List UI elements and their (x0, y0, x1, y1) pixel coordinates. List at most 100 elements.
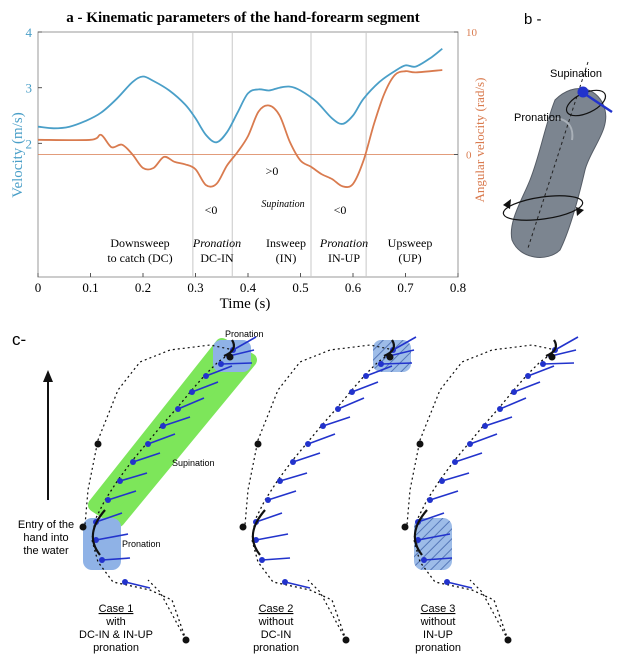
palm-vector (554, 336, 579, 351)
case-2-line1: without (258, 616, 294, 628)
supination-annotation: Supination (261, 199, 304, 210)
hand-path-case-1 (91, 349, 235, 641)
rotation-arrow-right (576, 207, 584, 216)
palm-vector (279, 472, 308, 482)
panel-c: c- Entry of the hand into the water Pron… (12, 329, 579, 654)
palm-vector (542, 362, 575, 365)
panel-b-label: b - (524, 11, 542, 28)
x-tick-label: 0.7 (397, 280, 414, 295)
x-tick-label: 0.1 (82, 280, 98, 295)
phase-inup-label-2: IN-UP (328, 251, 360, 265)
phase-dc-label-2: to catch (DC) (107, 251, 172, 265)
phase-in-label-2: (IN) (276, 251, 297, 265)
hand-position-dot (282, 579, 288, 585)
entry-curve-case-2 (251, 509, 266, 556)
palm-vector (365, 365, 393, 377)
panel-b: b - Supination Pronation (502, 11, 613, 258)
exit-curve-case-1 (223, 339, 235, 358)
palm-vector (392, 336, 417, 351)
case-1-line2: DC-IN & IN-UP (79, 629, 153, 641)
hand-position-dot (444, 579, 450, 585)
palm-vector (499, 397, 527, 410)
entry-label-2: hand into (23, 532, 68, 544)
forearm-rotation-ring (502, 195, 584, 221)
case-1-title: Case 1 (99, 603, 134, 615)
case-1-line3: pronation (93, 642, 139, 654)
hand-position-dot (218, 361, 224, 367)
hand-position-dot (130, 459, 136, 465)
palm-vector (191, 381, 219, 393)
palm-vector (417, 533, 451, 541)
y-right-tick-label: 0 (466, 150, 472, 162)
palm-vector (484, 416, 513, 427)
hand-position-dot (349, 389, 355, 395)
hand-position-dot (335, 406, 341, 412)
palm-vector (388, 349, 415, 357)
air-marker (94, 440, 102, 448)
phase-up-label-2: (UP) (398, 251, 421, 265)
palm-vector (261, 557, 291, 561)
case-2-line3: pronation (253, 642, 299, 654)
recovery-path-case-1 (147, 579, 187, 641)
angular-positive-label: >0 (266, 164, 279, 178)
supination-zone-label: Supination (172, 458, 215, 468)
phase-dcin-label-2: DC-IN (200, 251, 234, 265)
hand-position-dot (290, 459, 296, 465)
hand-position-dot (99, 557, 105, 563)
palm-vector (527, 365, 555, 377)
rotation-arrow-left (503, 199, 511, 209)
entry-marker (401, 523, 409, 531)
supination-label: Supination (550, 68, 602, 80)
y-left-tick-label: 2 (26, 136, 33, 151)
hand-position-dot (160, 423, 166, 429)
hand-trajectories (79, 336, 579, 644)
y-left-axis-label: Velocity (m/s) (10, 112, 26, 197)
x-tick-label: 0.2 (135, 280, 151, 295)
palm-vector (429, 490, 459, 501)
palm-vector (124, 581, 151, 589)
hand-position-dot (452, 459, 458, 465)
panel-a-title: a - Kinematic parameters of the hand-for… (66, 10, 419, 26)
hand-position-dot (145, 441, 151, 447)
air-marker (416, 440, 424, 448)
phase-inup-label-1: Pronation (319, 236, 368, 250)
palm-vector (454, 452, 483, 463)
forearm-highlight (547, 117, 574, 141)
hand-path-case-3 (413, 349, 557, 641)
case-1-line1: with (105, 616, 126, 628)
hand-position-dot (482, 423, 488, 429)
palm-vector (95, 533, 129, 541)
palm-vector (469, 433, 498, 445)
y-right-tick-labels: 0 10 (454, 27, 478, 162)
palm-vector (322, 416, 351, 427)
case-3-caption: Case 3 without IN-UP pronation (415, 603, 461, 654)
exit-marker (548, 353, 556, 361)
hand-position-dot (421, 557, 427, 563)
hand-position-dot (363, 373, 369, 379)
hand-position-dot (265, 497, 271, 503)
palm-vector (441, 472, 470, 482)
palm-vector (255, 533, 289, 541)
palm-vector (351, 381, 379, 393)
hand-position-dot (105, 497, 111, 503)
hand-position-dot (175, 406, 181, 412)
palm-vector (446, 581, 473, 589)
hand-position-dot (277, 478, 283, 484)
phase-dc-label-1: Downsweep (110, 236, 169, 250)
air-path-case-3 (406, 344, 557, 526)
y-right-axis-label: Angular velocity (rad/s) (472, 78, 487, 203)
palm-vector (132, 452, 161, 463)
hand-position-dot (427, 497, 433, 503)
x-tick-label: 0.4 (240, 280, 257, 295)
air-marker (254, 440, 262, 448)
entry-marker (239, 523, 247, 531)
direction-arrow-head (43, 370, 53, 382)
palm-vector (95, 512, 123, 523)
case-1-caption: Case 1 with DC-IN & IN-UP pronation (79, 603, 153, 654)
case-2-line2: DC-IN (261, 629, 292, 641)
palm-orientation-vector (584, 92, 613, 114)
palm-vector (147, 433, 176, 445)
palm-vector (292, 452, 321, 463)
phase-dcin-label-1: Pronation (192, 236, 241, 250)
